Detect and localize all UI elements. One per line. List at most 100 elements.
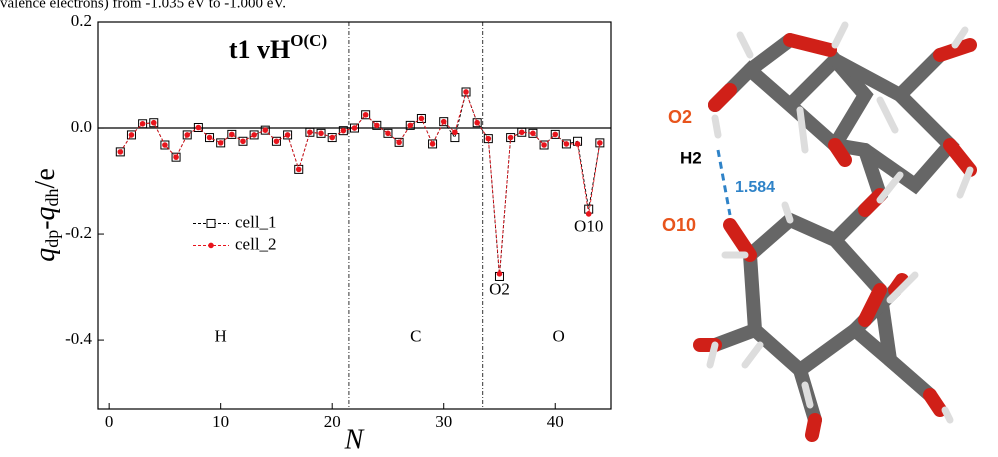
legend-label: cell_1 [235,212,277,231]
distance-label: 1.584 [735,179,775,196]
point [428,139,438,149]
legend-marker [206,218,216,228]
x-tick-label: 0 [105,412,114,431]
point [184,132,191,138]
point [585,211,592,217]
point [550,129,560,139]
point [340,127,347,134]
x-axis-label: N [344,424,365,455]
series-line [119,90,601,274]
point [361,110,371,120]
y-tick-label: 0.2 [71,11,92,30]
point [385,130,391,137]
x-tick-label: 10 [212,412,229,431]
point [193,122,203,132]
point [597,140,603,146]
ylabel-part: q [30,248,61,262]
ylabel-part: - [30,220,61,229]
point [294,164,304,174]
point [262,127,269,133]
point [439,117,449,127]
region-label: H [215,326,227,345]
h-bond [716,149,732,216]
caption: valence electrons) from -1.035 eV to -1.… [0,0,286,11]
point [128,132,135,138]
molecule: O2 H2 1.584 O10 [662,21,977,442]
point [171,152,181,162]
point [173,154,179,160]
point [126,130,136,140]
point [539,140,549,150]
point [561,139,571,149]
point [574,141,581,147]
point [273,138,280,145]
point [396,139,402,146]
point [240,138,246,145]
point [150,119,157,126]
bonds [693,21,977,442]
point [283,130,293,140]
point [205,133,215,143]
point [407,122,414,129]
point [362,111,369,118]
point [418,115,425,122]
point [238,136,248,146]
point [260,125,270,135]
x-tick-label: 30 [435,412,452,431]
chart-title: t1 vHO(C) [229,31,327,64]
point [350,123,359,133]
series-line [119,90,601,277]
point [251,132,257,138]
point [305,127,315,137]
point [327,133,337,143]
point [405,120,415,130]
annotation: O10 [574,217,603,236]
point [485,135,492,142]
point [195,124,202,131]
point [472,118,482,128]
point [518,129,525,136]
point [416,113,426,123]
ylabel-part: q [30,206,61,220]
point [182,130,192,140]
point [229,131,235,138]
point [206,134,213,141]
point [338,126,348,136]
annotation: O2 [489,280,510,299]
chart: valence electrons) from -1.035 eV to -1.… [0,0,612,455]
point [595,138,605,148]
point [383,128,393,138]
ylabel-part: dh [42,188,62,206]
point [249,130,259,140]
x-tick-label: 40 [547,412,564,431]
atom-label: O10 [662,215,696,235]
point [530,130,536,137]
point [115,147,125,157]
y-tick-label: -0.2 [65,223,92,242]
point [474,119,480,126]
y-tick-label: 0.0 [71,117,92,136]
region-label: O [552,326,564,345]
point [318,130,324,137]
ylabel-part: /e [30,168,61,188]
point [139,120,146,127]
point [162,142,168,148]
point [372,120,382,130]
point [496,271,503,277]
point [463,89,469,95]
atom-label: O2 [668,107,692,127]
point [563,141,570,147]
point [295,166,302,173]
y-axis-label: qdp-qdh/e [30,168,62,262]
point [217,140,224,146]
legend-marker [208,242,214,249]
ylabel-part: dp [42,230,62,248]
title-sup: O(C) [290,31,327,50]
point [117,149,124,155]
point [429,141,436,147]
plot-frame [97,21,612,410]
point [552,131,559,138]
region-label: C [410,326,421,345]
title-main: t1 vH [229,35,290,64]
